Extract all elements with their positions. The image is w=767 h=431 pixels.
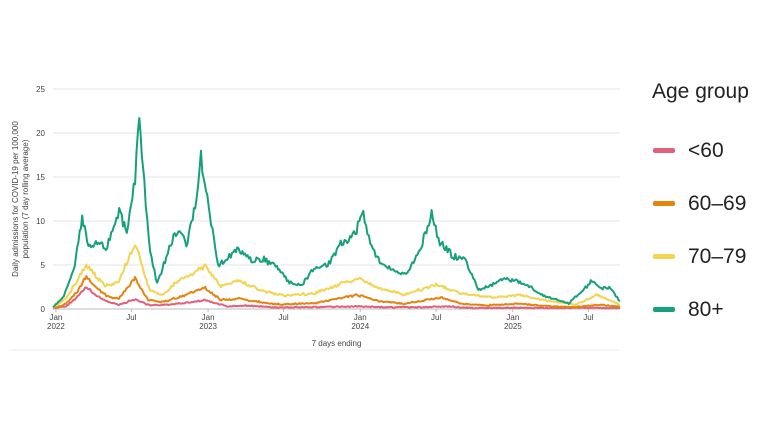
y-axis-title-line: Daily admissions for COVID-19 per 100,00… xyxy=(11,121,20,277)
legend-label-80-plus: 80+ xyxy=(688,297,724,321)
x-tick-year-label: 2023 xyxy=(199,322,217,331)
legend-swatch-70-79 xyxy=(653,254,675,259)
legend-item-80-plus: 80+ xyxy=(640,283,767,336)
legend-item-60-69: 60–69 xyxy=(640,177,767,230)
x-tick-label: Jan xyxy=(49,313,62,322)
y-tick-label: 15 xyxy=(36,173,45,182)
legend-swatch-under-60 xyxy=(653,148,675,153)
legend-item-under-60: <60 xyxy=(640,124,767,177)
x-tick-label: Jan xyxy=(506,313,519,322)
y-axis-title-line: population (7 day rolling average) xyxy=(21,139,30,258)
legend-label-60-69: 60–69 xyxy=(688,191,747,215)
series-line xyxy=(52,286,621,310)
legend-title: Age group xyxy=(652,80,749,103)
series-line xyxy=(52,117,621,308)
x-axis-title: 7 days ending xyxy=(312,339,362,348)
y-tick-label: 10 xyxy=(36,217,45,226)
legend-swatch-80-plus xyxy=(653,307,675,312)
y-tick-label: 0 xyxy=(41,305,46,314)
y-tick-label: 20 xyxy=(36,129,45,138)
x-tick-year-label: 2025 xyxy=(504,322,522,331)
y-tick-label: 5 xyxy=(41,261,46,270)
x-tick-year-label: 2024 xyxy=(351,322,369,331)
x-tick-label: Jan xyxy=(202,313,215,322)
x-tick-year-label: 2022 xyxy=(47,322,65,331)
legend-swatch-60-69 xyxy=(653,201,675,206)
legend-label-70-79: 70–79 xyxy=(688,244,747,268)
legend-label-under-60: <60 xyxy=(688,138,724,162)
x-tick-label: Jan xyxy=(354,313,367,322)
legend-item-70-79: 70–79 xyxy=(640,230,767,283)
x-tick-label: Jul xyxy=(126,313,136,322)
series-line xyxy=(52,244,621,309)
y-tick-label: 25 xyxy=(36,85,45,94)
series-line xyxy=(52,275,621,310)
x-tick-label: Jul xyxy=(278,313,288,322)
y-axis-title: Daily admissions for COVID-19 per 100,00… xyxy=(11,121,30,277)
x-tick-label: Jul xyxy=(431,313,441,322)
x-tick-label: Jul xyxy=(583,313,593,322)
series-lines xyxy=(52,117,621,310)
legend: Age group <60 60–69 70–79 80+ xyxy=(640,80,767,336)
